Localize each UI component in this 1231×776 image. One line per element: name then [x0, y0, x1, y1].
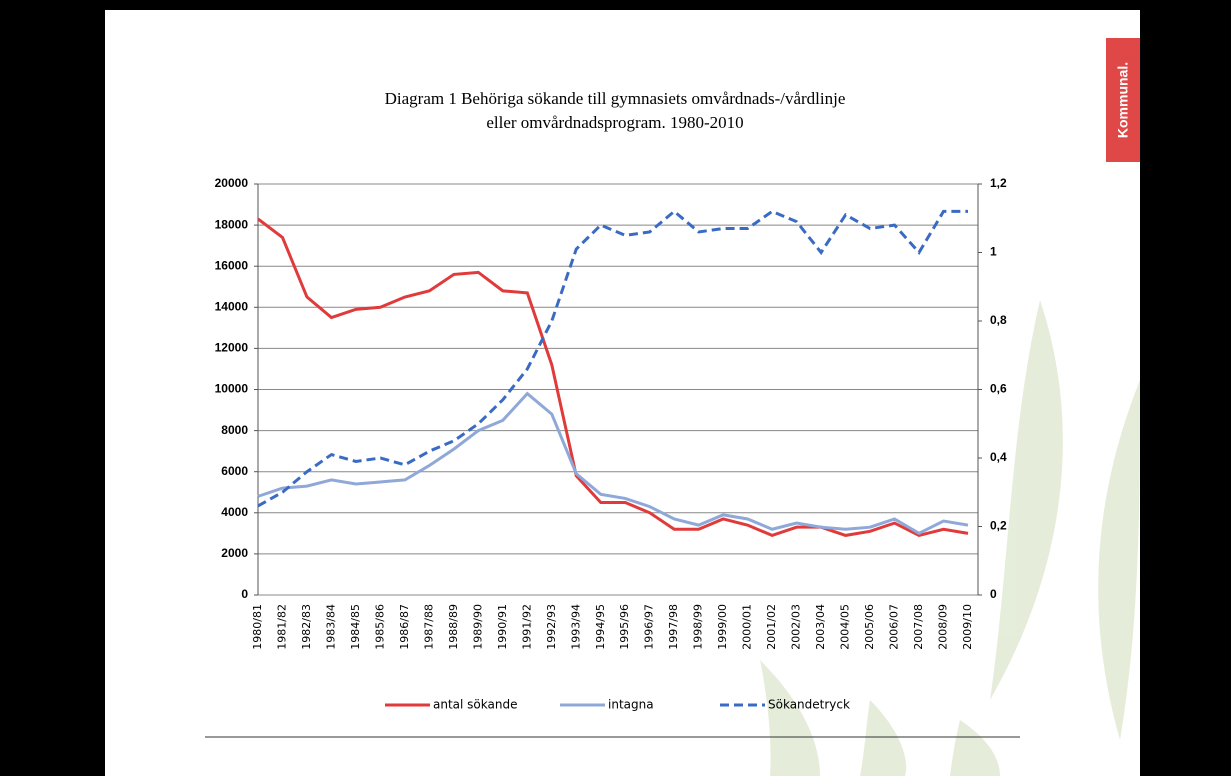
x-tick-label: 1994/95 — [594, 604, 607, 650]
y2-tick-label: 0,8 — [990, 313, 1007, 327]
x-tick-label: 2004/05 — [839, 604, 852, 650]
y2-tick-label: 0,4 — [990, 450, 1007, 464]
x-tick-label: 1992/93 — [545, 604, 558, 650]
brand-text: Kommunal. — [1115, 62, 1131, 138]
y2-tick-label: 1 — [990, 245, 997, 259]
legend-label: Sökandetryck — [768, 698, 850, 712]
y-tick-label: 6000 — [221, 464, 248, 478]
x-tick-label: 2007/08 — [912, 604, 925, 650]
x-tick-label: 2008/09 — [937, 604, 950, 650]
y-tick-label: 10000 — [215, 382, 249, 396]
x-tick-label: 1995/96 — [618, 604, 631, 650]
x-tick-label: 1997/98 — [667, 604, 680, 650]
y2-tick-label: 0,2 — [990, 519, 1007, 533]
x-tick-label: 2000/01 — [741, 604, 754, 650]
x-tick-label: 2002/03 — [790, 604, 803, 650]
y-tick-label: 2000 — [221, 546, 248, 560]
x-tick-label: 1983/84 — [324, 604, 337, 650]
x-tick-label: 1981/82 — [275, 604, 288, 650]
x-tick-label: 1986/87 — [398, 604, 411, 650]
x-tick-label: 1984/85 — [349, 604, 362, 650]
y-tick-label: 4000 — [221, 505, 248, 519]
x-tick-label: 2001/02 — [765, 604, 778, 650]
chart-title: Diagram 1 Behöriga sökande till gymnasie… — [385, 89, 846, 108]
x-tick-label: 1990/91 — [496, 604, 509, 650]
x-tick-label: 2006/07 — [888, 604, 901, 650]
y2-tick-label: 0 — [990, 587, 997, 601]
y2-tick-label: 1,2 — [990, 176, 1007, 190]
x-tick-label: 1993/94 — [569, 604, 582, 650]
y-tick-label: 18000 — [215, 217, 249, 231]
x-tick-label: 1985/86 — [373, 604, 386, 650]
x-tick-label: 1998/99 — [692, 604, 705, 650]
x-tick-label: 1988/89 — [447, 604, 460, 650]
y-tick-label: 16000 — [215, 258, 249, 272]
x-tick-label: 1996/97 — [643, 604, 656, 650]
y-tick-label: 12000 — [215, 341, 249, 355]
x-tick-label: 1991/92 — [520, 604, 533, 650]
x-tick-label: 1989/90 — [471, 604, 484, 650]
y-tick-label: 14000 — [215, 299, 249, 313]
y2-tick-label: 0,6 — [990, 382, 1007, 396]
x-tick-label: 2003/04 — [814, 604, 827, 650]
page: Kommunal. Diagram 1 Behöriga sökande til… — [0, 0, 1231, 776]
y-tick-label: 0 — [241, 587, 248, 601]
x-tick-label: 1982/83 — [300, 604, 313, 650]
x-tick-label: 1980/81 — [251, 604, 264, 650]
y-tick-label: 8000 — [221, 423, 248, 437]
slide: Kommunal. Diagram 1 Behöriga sökande til… — [0, 0, 1231, 776]
y-tick-label: 20000 — [215, 176, 249, 190]
x-tick-label: 2005/06 — [863, 604, 876, 650]
chart-title: eller omvårdnadsprogram. 1980-2010 — [486, 113, 743, 132]
x-tick-label: 1987/88 — [422, 604, 435, 650]
x-tick-label: 1999/00 — [716, 604, 729, 650]
legend-label: antal sökande — [433, 698, 517, 712]
legend-label: intagna — [608, 698, 654, 712]
x-tick-label: 2009/10 — [961, 604, 974, 650]
